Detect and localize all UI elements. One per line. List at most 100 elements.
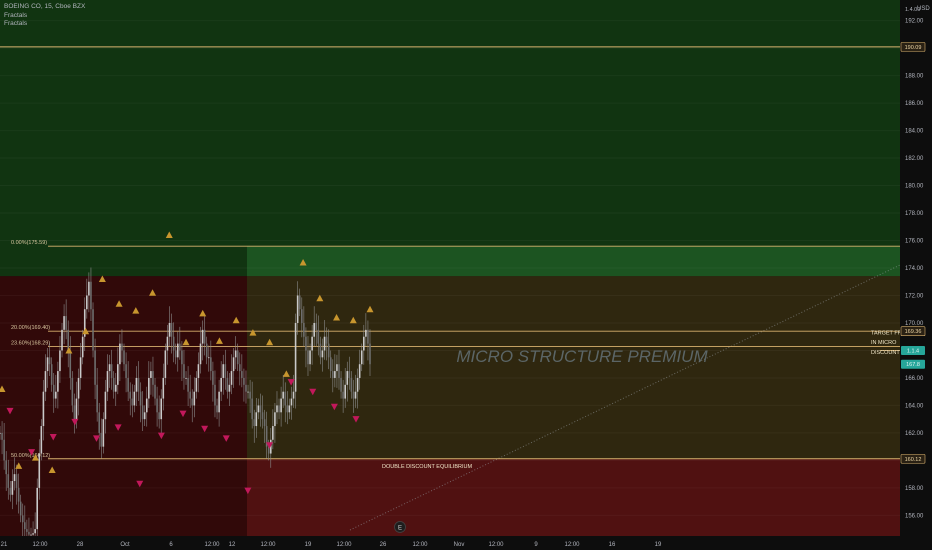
down-fractal-marker [136, 480, 144, 488]
candle-body [193, 391, 196, 406]
up-fractal-marker [215, 337, 223, 344]
candle-body [323, 336, 326, 351]
x-tick-label: Oct [120, 542, 130, 548]
candle-body [88, 281, 90, 296]
candle-body [176, 343, 179, 358]
price-badge-label: 190.09 [905, 45, 922, 51]
candle-body [3, 439, 5, 461]
candle-body [369, 343, 371, 365]
fib-level-label: 20.00%(169.40) [11, 325, 50, 331]
up-fractal-marker [282, 370, 290, 377]
candle-body [199, 343, 202, 365]
candle-body [307, 350, 309, 365]
y-tick-label: 156.00 [905, 513, 924, 519]
up-fractal-marker [0, 385, 6, 392]
down-fractal-marker [244, 487, 252, 495]
candle-body [170, 322, 173, 337]
candle-body [309, 350, 311, 365]
premium-zone [0, 0, 900, 277]
candle-body [44, 371, 47, 392]
y-tick-label-partial: 1.4.00 [905, 7, 920, 13]
candle-body [185, 377, 187, 379]
candle-body [100, 432, 103, 447]
candle-body [344, 384, 346, 399]
micro-premium-zone [247, 276, 900, 459]
candle-body [226, 377, 229, 392]
candle-body [236, 350, 239, 365]
x-tick-label: 9 [534, 542, 538, 548]
candle-body [19, 501, 22, 516]
y-tick-label: 172.00 [905, 293, 924, 299]
up-fractal-marker [182, 338, 190, 346]
candle-body [220, 377, 222, 392]
down-fractal-marker [222, 435, 230, 442]
candle-body [255, 412, 258, 427]
up-fractal-marker [232, 316, 240, 324]
candle-body [350, 377, 353, 392]
candle-body [150, 371, 152, 378]
last-price-badge [901, 359, 925, 369]
candle-body [338, 364, 340, 378]
candle-body [218, 391, 220, 413]
candle-body [265, 426, 268, 447]
candle-body [75, 398, 78, 420]
candle-body [346, 371, 349, 385]
candle-body [104, 391, 107, 420]
study-label-fractals-2[interactable]: Fractals [4, 20, 28, 27]
down-fractal-marker [287, 379, 295, 386]
candle-body [139, 391, 142, 406]
candle-body [77, 377, 80, 399]
watermark: MICRO STRUCTURE PREMIUM [456, 347, 708, 366]
x-tick-label: 21 [1, 542, 8, 548]
candle-body [92, 309, 94, 351]
down-fractal-marker [201, 425, 209, 433]
candle-body [331, 371, 334, 378]
study-label-fractals-1[interactable]: Fractals [4, 11, 28, 19]
candle-body [263, 419, 266, 427]
down-fractal-marker [49, 434, 57, 441]
candle-body [179, 343, 181, 351]
candle-body [160, 398, 163, 420]
candle-body [201, 329, 204, 344]
candle-body [189, 391, 191, 399]
candle-body [17, 487, 20, 502]
candle-body [123, 350, 125, 365]
fib-level-label: 23.60%(168.29) [11, 340, 50, 346]
y-tick-label: 182.00 [905, 156, 924, 162]
y-tick-label: 184.00 [905, 129, 924, 135]
last-price-badge-label: 167.8 [906, 362, 920, 368]
candle-body [300, 309, 303, 323]
up-fractal-marker [249, 329, 257, 336]
price-axis: 156.00158.00160.00162.00164.00166.00168.… [900, 0, 932, 550]
symbol-label[interactable]: BOEING CO, 15, Cboe BZX [4, 3, 86, 10]
candle-body [11, 481, 14, 495]
candle-body [5, 460, 8, 475]
micro-discount-zone [247, 458, 900, 536]
candle-body [148, 377, 150, 399]
fib-level-label: 50.00%(160.12) [11, 453, 50, 459]
candle-body [121, 343, 123, 351]
zones-layer [0, 0, 900, 536]
x-tick-label: 12:00 [564, 542, 580, 548]
candle-body [1, 432, 3, 440]
candle-body [243, 377, 245, 385]
y-tick-label: 176.00 [905, 239, 924, 245]
candle-body [251, 398, 253, 420]
price-badge [900, 326, 926, 337]
candle-body [319, 343, 322, 358]
candle-body [336, 364, 338, 372]
candle-body [317, 329, 320, 344]
candle-body [7, 474, 10, 488]
candle-body [276, 405, 278, 413]
up-fractal-marker [15, 462, 23, 469]
candle-body [274, 412, 276, 427]
y-tick-label: 178.00 [905, 211, 924, 217]
candle-body [65, 316, 67, 330]
last-price-badge-label: 1.1.4 [907, 348, 919, 354]
candle-body [119, 343, 121, 365]
candle-body [106, 371, 109, 392]
up-fractal-marker [82, 327, 90, 335]
candle-body [292, 391, 295, 399]
candle-body [197, 364, 200, 378]
